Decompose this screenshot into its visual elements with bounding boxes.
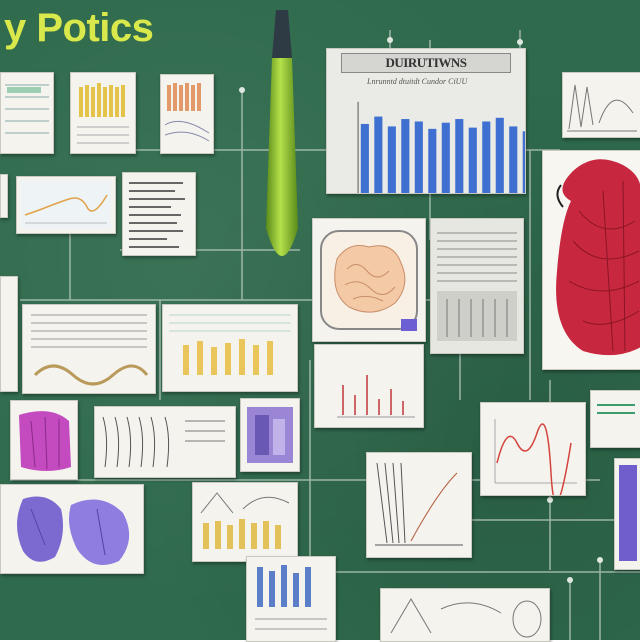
- chart-bar: [387, 126, 396, 193]
- note-card-blue-bars: [246, 556, 336, 642]
- lungs-icon: [17, 496, 130, 565]
- edge-card-left-2: [0, 276, 18, 392]
- chart-bar: [441, 122, 450, 193]
- chart-bar: [495, 117, 504, 193]
- chart-bar: [374, 116, 383, 193]
- chart-title: DUIRUTIWNS: [341, 53, 511, 73]
- note-card-red-line: [480, 402, 586, 496]
- chart-bar: [482, 121, 491, 193]
- note-card-sketch: [562, 72, 640, 138]
- note-card-yellow-bars-2: [162, 304, 298, 392]
- heart-organ-icon: [556, 159, 640, 356]
- chart-bar: [522, 131, 525, 193]
- note-card-small-bars: [314, 344, 424, 428]
- heart-diagram-card: [542, 150, 640, 370]
- brain-diagram-card: [312, 218, 426, 342]
- note-card-yellow-bars: [70, 72, 136, 154]
- note-card-bottom-diagram: [380, 588, 550, 642]
- chart-bar: [414, 121, 423, 193]
- chart-bar: [455, 119, 464, 193]
- main-bar-chart-plot: [357, 101, 525, 193]
- note-card-text-block: [22, 304, 156, 394]
- organ-card-purple: [240, 398, 300, 472]
- note-card-curves: [366, 452, 472, 558]
- note-card-text-list: [122, 172, 196, 256]
- brain-icon: [334, 245, 406, 313]
- chart-subtitle: Lnrunntd dtuitdt Cundor CiUU: [367, 77, 468, 86]
- edge-card-purple: [614, 458, 640, 570]
- marker-icon: [266, 10, 298, 256]
- main-bar-chart-card: DUIRUTIWNS Lnrunntd dtuitdt Cundor CiUU: [326, 48, 526, 194]
- chart-bar: [401, 119, 410, 193]
- chart-bar: [509, 126, 518, 193]
- note-card-diagram-bars: [192, 482, 298, 562]
- note-card-green-lines: [590, 390, 640, 448]
- note-card-line-chart: [16, 176, 116, 234]
- board-title: y Potics: [4, 6, 154, 50]
- note-card-grey-table: [430, 218, 524, 354]
- note-card-table-1: [0, 72, 54, 154]
- chart-bar: [428, 128, 437, 193]
- chart-bar: [468, 127, 477, 193]
- note-card-waveforms: [94, 406, 236, 478]
- chart-bar: [360, 123, 369, 193]
- lungs-diagram-card: [0, 484, 144, 574]
- note-card-orange-bars: [160, 74, 214, 154]
- edge-card-left: [0, 174, 8, 218]
- organ-card-magenta: [10, 400, 78, 480]
